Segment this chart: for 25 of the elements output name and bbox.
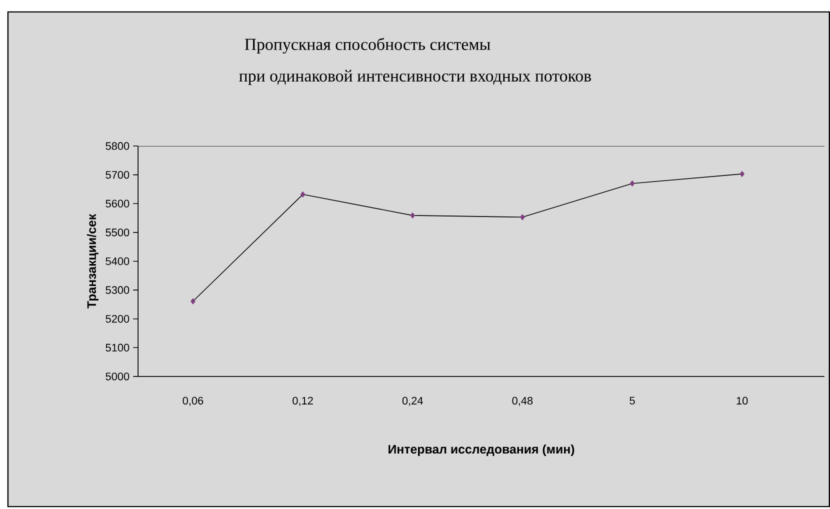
x-tick-label: 0,24 xyxy=(402,397,423,406)
point xyxy=(300,192,306,198)
x-tick-label: 0,12 xyxy=(292,397,313,406)
y-tick-label: 5700 xyxy=(106,171,130,179)
y-tick-label: 5100 xyxy=(106,344,130,352)
y-axis-title: Транзакции/сек xyxy=(86,214,98,309)
point xyxy=(740,171,744,178)
y-tick-label: 5600 xyxy=(106,200,130,208)
y-tick-label: 5300 xyxy=(106,286,130,294)
x-tick-label: 0,06 xyxy=(182,397,204,406)
x-tick-label: 5 xyxy=(630,397,635,405)
chart-title: Пропускная способность системы xyxy=(244,38,490,54)
point xyxy=(630,180,635,187)
x-tick-label: 0,48 xyxy=(512,397,533,406)
point xyxy=(410,212,415,219)
y-tick-label: 5400 xyxy=(106,258,130,266)
point xyxy=(520,214,525,220)
chart-subtitle: при одинаковой интенсивности входных потоков xyxy=(239,70,591,86)
x-tick-label: 10 xyxy=(736,397,748,405)
y-tick-label: 5500 xyxy=(106,228,130,237)
y-tick-label: 5000 xyxy=(106,372,130,381)
y-tick-label: 5200 xyxy=(106,315,130,323)
x-axis-title: Интервал исследования (мин) xyxy=(388,444,574,456)
point xyxy=(190,298,196,304)
y-tick-label: 5800 xyxy=(106,142,130,150)
